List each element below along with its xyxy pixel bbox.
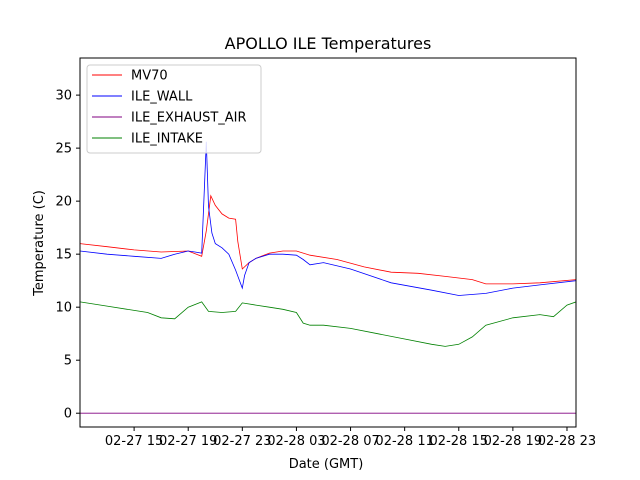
y-tick-label: 5 xyxy=(64,354,72,369)
y-tick-label: 25 xyxy=(55,142,72,157)
x-tick-label: 02-28 07 xyxy=(321,434,379,449)
y-tick-label: 15 xyxy=(55,248,72,263)
series-line-ile-intake xyxy=(80,301,576,347)
x-axis-label: Date (GMT) xyxy=(289,457,364,472)
x-tick-label: 02-27 23 xyxy=(213,434,271,449)
x-tick-label: 02-28 19 xyxy=(484,434,542,449)
x-tick-label: 02-27 15 xyxy=(105,434,163,449)
y-tick-label: 20 xyxy=(55,195,72,210)
x-tick-label: 02-28 15 xyxy=(430,434,488,449)
y-tick-label: 10 xyxy=(55,301,72,316)
legend: MV70 ILE_WALL ILE_EXHAUST_AIR ILE_INTAKE xyxy=(86,64,262,154)
y-tick-label: 30 xyxy=(55,89,72,104)
x-tick-label: 02-27 19 xyxy=(159,434,217,449)
x-tick-label: 02-28 11 xyxy=(375,434,433,449)
plot-frame xyxy=(79,57,577,428)
plot-area xyxy=(80,141,576,414)
series-line-ile-wall xyxy=(80,141,576,296)
x-tick-label: 02-28 23 xyxy=(538,434,596,449)
y-axis-label: Temperature (C) xyxy=(32,190,47,297)
y-tick-label: 0 xyxy=(64,407,72,422)
x-tick-label: 02-28 03 xyxy=(267,434,325,449)
legend-label-ile-exhaust-air: ILE_EXHAUST_AIR xyxy=(131,111,247,126)
chart-title: APOLLO ILE Temperatures xyxy=(225,34,432,53)
legend-label-ile-wall: ILE_WALL xyxy=(131,90,193,105)
legend-label-mv70: MV70 xyxy=(131,69,168,84)
legend-box xyxy=(86,64,262,154)
y-axis: 0 5 10 15 20 25 30 xyxy=(55,89,80,422)
legend-label-ile-intake: ILE_INTAKE xyxy=(131,132,203,147)
